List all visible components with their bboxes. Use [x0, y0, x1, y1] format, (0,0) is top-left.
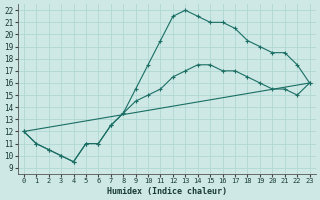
X-axis label: Humidex (Indice chaleur): Humidex (Indice chaleur)	[107, 187, 227, 196]
